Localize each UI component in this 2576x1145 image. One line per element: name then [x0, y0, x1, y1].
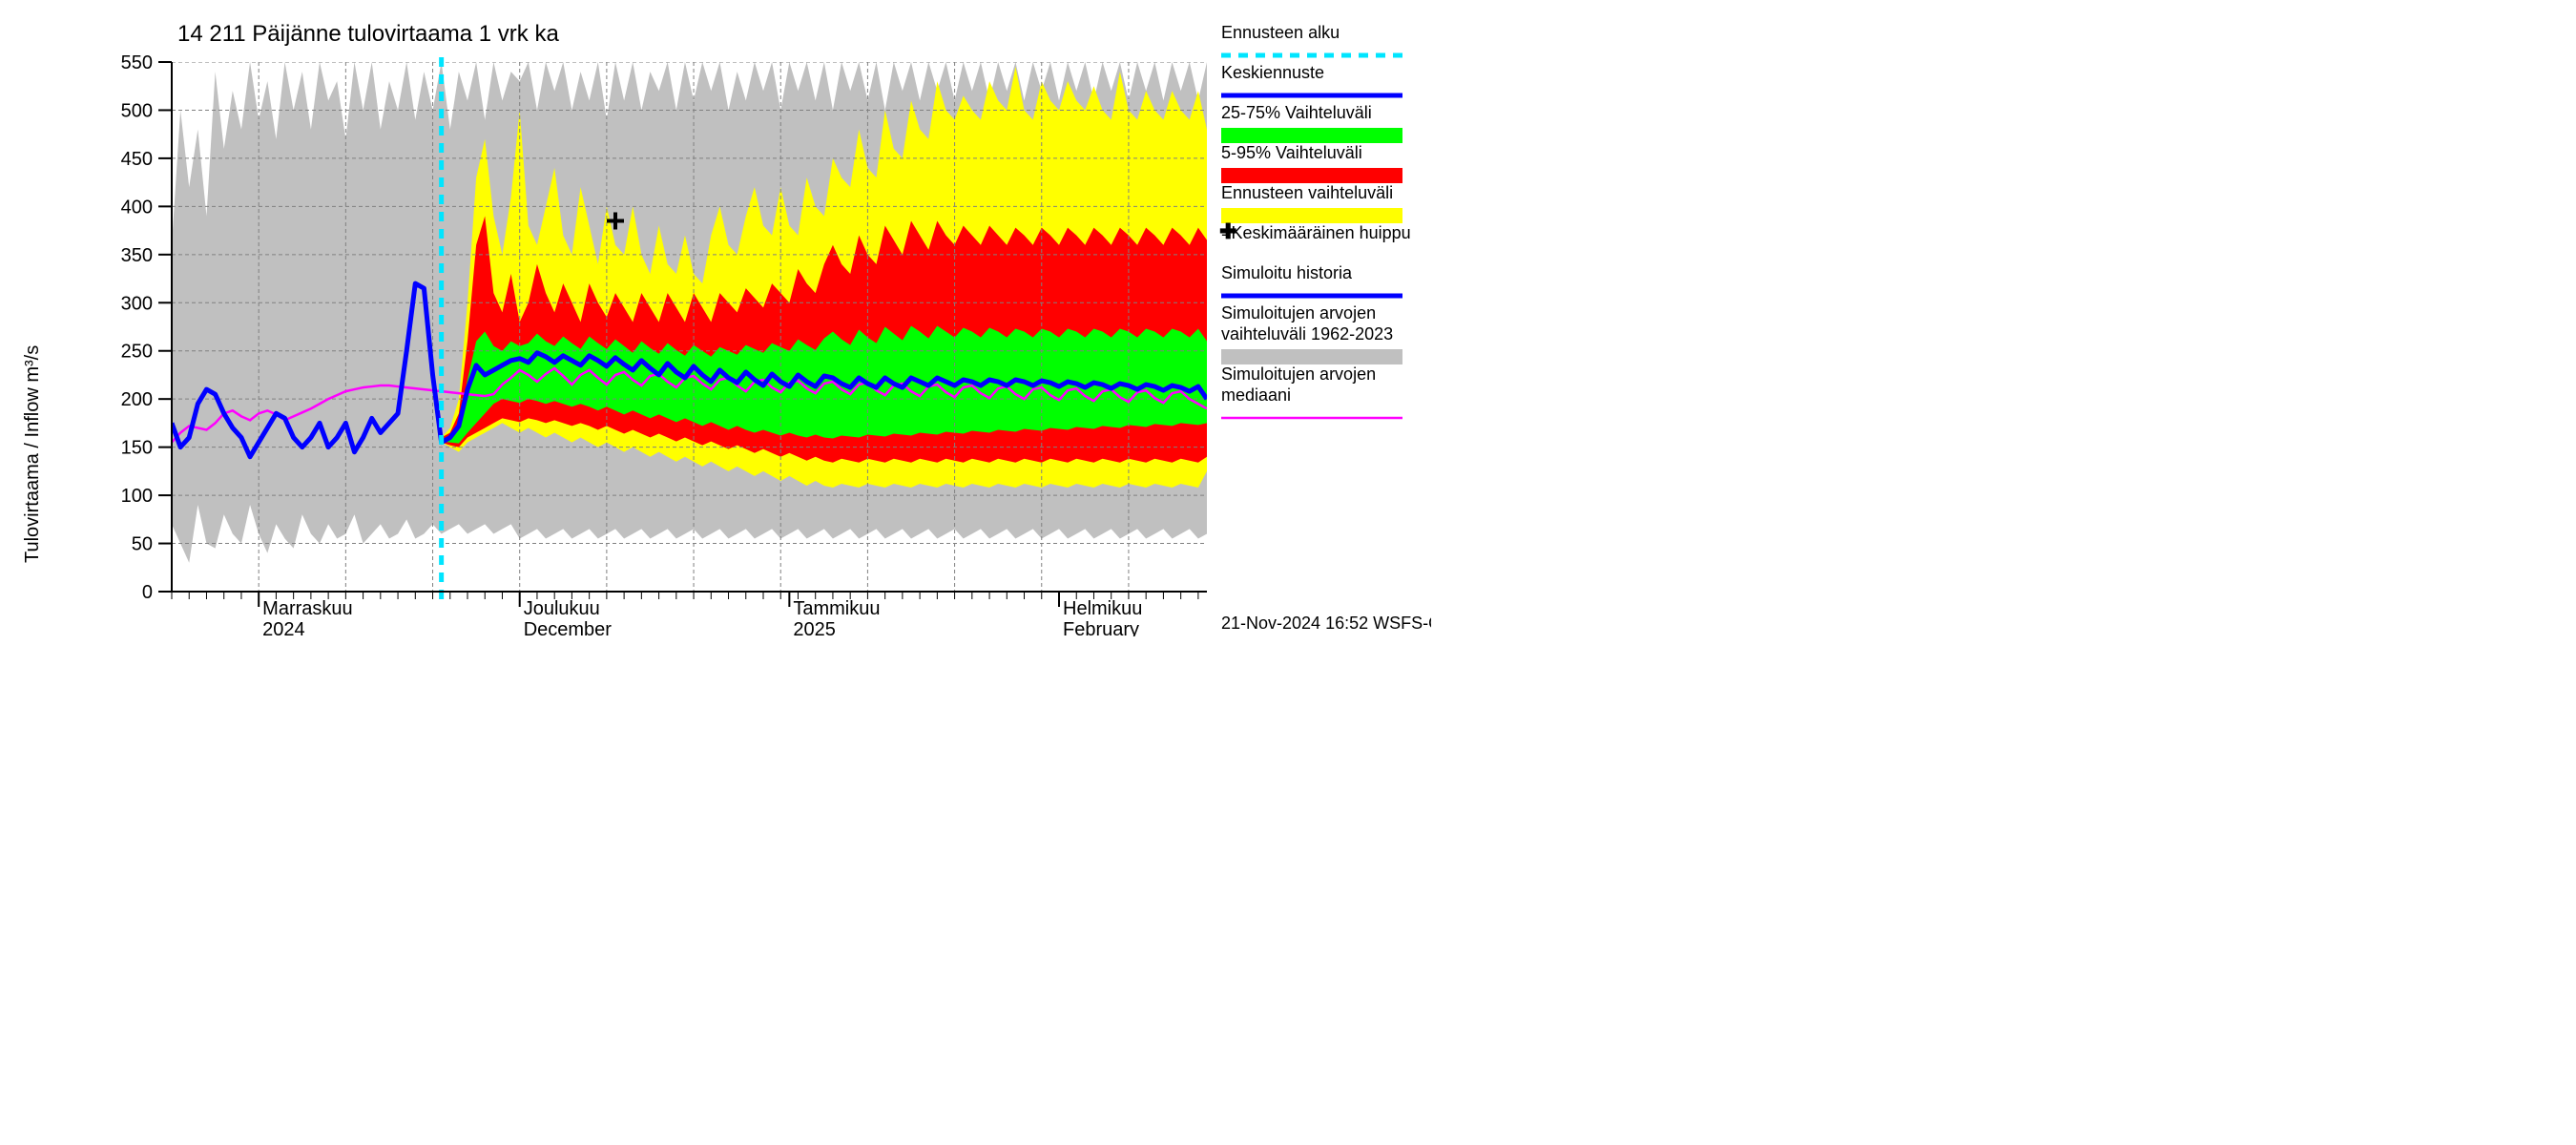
- plot-area: [172, 62, 1207, 592]
- x-month-sublabel: 2024: [262, 619, 305, 636]
- x-month-label: Tammikuu: [793, 598, 880, 619]
- y-axis-label: Tulovirtaama / Inflow m³/s: [22, 345, 43, 563]
- legend-label: 25-75% Vaihteluväli: [1221, 103, 1372, 122]
- chart-container: 0 50 100 150 200 250 300 350 400 450 500 550 Marrask…: [0, 0, 1431, 636]
- y-tick-label: 350: [121, 245, 153, 266]
- y-tick-label: 200: [121, 389, 153, 410]
- inflow-forecast-chart: 0 50 100 150 200 250 300 350 400 450 500 550 Marrask…: [0, 0, 1431, 636]
- y-tick-label: 500: [121, 100, 153, 121]
- legend-label: Ennusteen alku: [1221, 23, 1340, 42]
- x-month-label: Joulukuu: [524, 598, 600, 619]
- y-tick-label: 150: [121, 438, 153, 459]
- y-tick-label: 450: [121, 149, 153, 170]
- y-tick-label: 250: [121, 342, 153, 363]
- x-month-sublabel: February: [1063, 619, 1139, 636]
- y-tick-label: 550: [121, 52, 153, 73]
- legend-swatch: [1221, 208, 1402, 223]
- legend-swatch: [1221, 168, 1402, 183]
- x-month-label: Helmikuu: [1063, 598, 1142, 619]
- chart-title: 14 211 Päijänne tulovirtaama 1 vrk ka: [177, 21, 559, 47]
- y-tick-label: 0: [142, 582, 153, 603]
- legend-label: Simuloitujen arvojen: [1221, 364, 1376, 384]
- legend-label: 5-95% Vaihteluväli: [1221, 143, 1362, 162]
- legend-label: Simuloitujen arvojen: [1221, 303, 1376, 323]
- x-month-sublabel: December: [524, 619, 613, 636]
- x-month-sublabel: 2025: [793, 619, 836, 636]
- y-tick-label: 50: [132, 534, 153, 555]
- legend-label: =Keskimääräinen huippu: [1221, 223, 1411, 242]
- y-tick-label: 400: [121, 197, 153, 218]
- x-month-label: Marraskuu: [262, 598, 352, 619]
- legend-label: mediaani: [1221, 385, 1291, 405]
- footer-timestamp: 21-Nov-2024 16:52 WSFS-O: [1221, 614, 1431, 633]
- legend-swatch: [1221, 349, 1402, 364]
- legend-label: Ennusteen vaihteluväli: [1221, 183, 1393, 202]
- legend-swatch: [1221, 128, 1402, 143]
- legend-cross-icon: ✚: [1219, 219, 1236, 243]
- y-tick-label: 100: [121, 486, 153, 507]
- legend-label: Keskiennuste: [1221, 63, 1324, 82]
- legend-label: vaihteluväli 1962-2023: [1221, 324, 1393, 344]
- y-tick-label: 300: [121, 293, 153, 314]
- legend-label: Simuloitu historia: [1221, 263, 1353, 282]
